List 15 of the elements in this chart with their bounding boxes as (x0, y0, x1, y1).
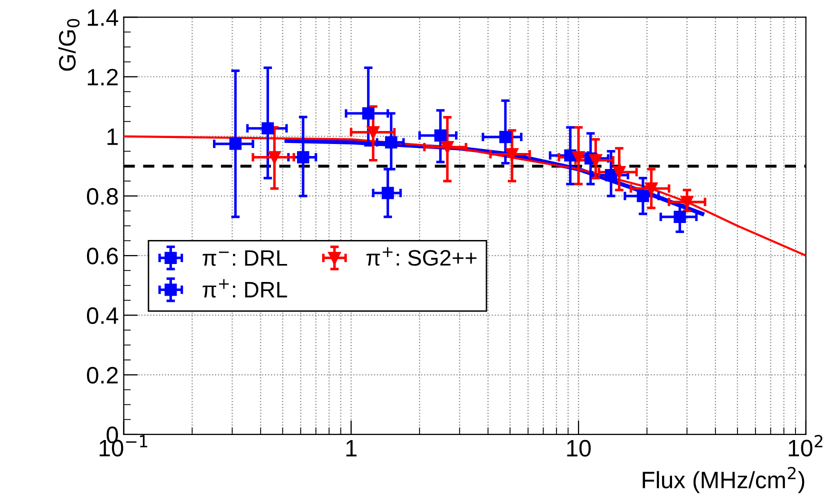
x-tick-label: 1 (346, 440, 357, 456)
y-tick-label: 0.4 (86, 307, 118, 324)
y-axis-title: G/G$_{0}$ (58, 18, 80, 71)
y-tick-label: 0.6 (86, 248, 118, 264)
y-tick-label: 0.2 (86, 366, 118, 384)
y-tick-label: 1.4 (88, 9, 118, 26)
y-tick-label: 1 (108, 128, 118, 145)
y-tick-label: 1.2 (88, 68, 118, 86)
legend-label: π$^{+}$: SG2++ (366, 247, 476, 266)
x-tick-label: 10 (567, 440, 591, 457)
legend-label: π$^{+}$: DRL (202, 279, 288, 298)
legend-label: π$^{−}$: DRL (202, 250, 288, 266)
x-axis-title: Flux (MHz/cm$^{2}$) (642, 466, 804, 494)
y-tick-label: 0.8 (86, 188, 118, 205)
x-tick-label: 10$^{2}$ (788, 434, 822, 456)
